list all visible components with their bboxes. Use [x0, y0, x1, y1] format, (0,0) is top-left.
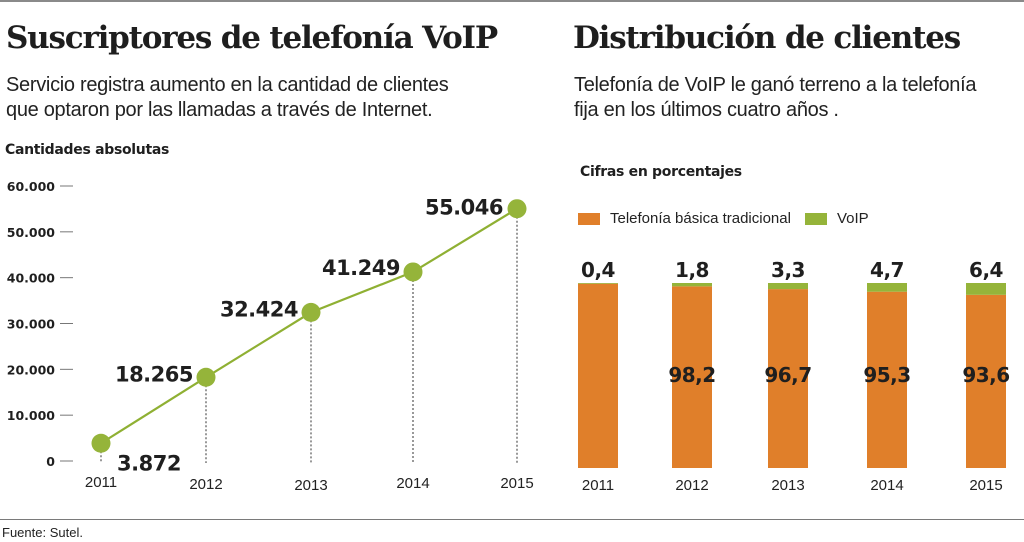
data-point [403, 262, 423, 282]
x-tick-label: 2011 [582, 477, 614, 494]
traditional-value-label: 93,6 [962, 363, 1009, 387]
x-tick-label: 2015 [969, 477, 1002, 494]
bar-segment-voip [578, 283, 618, 284]
y-tick-label: 10.000 [7, 408, 56, 423]
voip-value-label: 0,4 [581, 258, 615, 282]
top-rule [0, 0, 1024, 2]
left-subtitle-line-2: que optaron por las llamadas a través de… [6, 99, 433, 121]
bar-segment-voip [867, 283, 907, 292]
x-tick-label: 2014 [396, 475, 429, 492]
data-point [507, 199, 527, 219]
data-point [91, 433, 111, 453]
voip-value-label: 6,4 [969, 258, 1003, 282]
x-tick-label: 2014 [870, 477, 903, 494]
legend-item-voip: VoIP [804, 210, 869, 227]
x-tick-label: 2013 [771, 477, 804, 494]
legend-label-traditional: Telefonía básica tradicional [610, 210, 791, 227]
x-tick-label: 2011 [85, 474, 117, 491]
bar-segment-voip [768, 283, 808, 290]
left-chart-subtitle: Servicio registra aumento en la cantidad… [6, 73, 449, 123]
x-tick-label: 2015 [500, 475, 533, 492]
data-label: 3.872 [117, 451, 181, 475]
traditional-value-label: 96,7 [764, 363, 811, 387]
bar-segment-traditional [966, 294, 1006, 468]
right-chart-subtitle: Telefonía de VoIP le ganó terreno a la t… [574, 73, 977, 123]
legend-item-traditional: Telefonía básica tradicional [578, 210, 791, 227]
voip-value-label: 3,3 [771, 258, 805, 282]
traditional-value-label: 98,2 [668, 363, 715, 387]
y-tick-label: 50.000 [7, 225, 56, 240]
bar-segment-voip [966, 283, 1006, 295]
y-tick-label: 30.000 [7, 317, 56, 332]
bar-segment-traditional [578, 283, 618, 468]
x-tick-label: 2012 [189, 476, 222, 493]
series-line [100, 207, 518, 445]
data-label: 55.046 [425, 196, 503, 220]
data-point [301, 302, 321, 322]
right-subtitle-line-1: Telefonía de VoIP le ganó terreno a la t… [574, 74, 977, 96]
y-tick-label: 60.000 [7, 179, 56, 194]
left-subtitle-line-1: Servicio registra aumento en la cantidad… [6, 74, 449, 96]
x-tick-label: 2013 [294, 477, 327, 494]
traditional-value-label: 95,3 [863, 363, 910, 387]
bar-segment-traditional [867, 291, 907, 468]
source-note: Fuente: Sutel. [2, 525, 83, 540]
bar-chart-legend: Telefonía básica tradicional VoIP [578, 210, 883, 227]
data-label: 32.424 [220, 297, 298, 321]
bar-segment-traditional [768, 289, 808, 468]
legend-label-voip: VoIP [836, 210, 869, 227]
x-tick-label: 2012 [675, 477, 708, 494]
left-chart-title: Suscriptores de telefonía VoIP [6, 20, 498, 56]
data-label: 41.249 [322, 256, 400, 280]
y-tick-label: 0 [46, 454, 55, 469]
y-tick-label: 20.000 [7, 362, 56, 377]
legend-swatch-voip [804, 212, 827, 225]
bar-segment-traditional [672, 286, 712, 468]
left-unit-label: Cantidades absolutas [5, 142, 170, 158]
right-chart-title: Distribución de clientes [573, 20, 961, 56]
y-tick-label: 40.000 [7, 271, 56, 286]
voip-value-label: 4,7 [870, 258, 904, 282]
line-chart: 0 10.000 20.000 30.000 40.000 50.000 60.000 3.8… [7, 179, 534, 494]
voip-value-label: 1,8 [675, 258, 709, 282]
data-label: 18.265 [115, 362, 193, 386]
right-subtitle-line-2: fija en los últimos cuatro años . [574, 99, 839, 121]
stacked-bar-chart: 0,4 2011 1,8 98,2 2012 3,3 96,7 2013 4,7 95,3 2014… [578, 258, 1010, 494]
data-point [196, 367, 216, 387]
bottom-rule [0, 519, 1024, 520]
right-unit-label: Cifras en porcentajes [580, 164, 742, 180]
legend-swatch-traditional [578, 212, 600, 225]
bar-segment-voip [672, 283, 712, 287]
